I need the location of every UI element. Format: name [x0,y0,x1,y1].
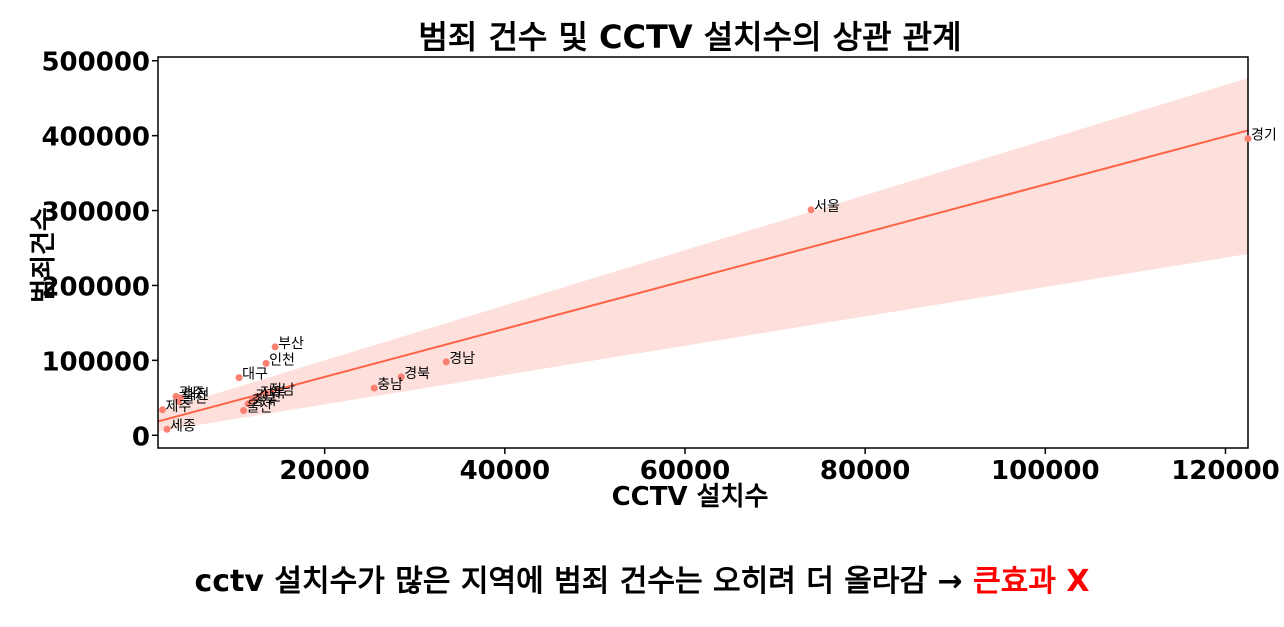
data-point [240,407,248,415]
data-point [807,206,815,214]
point-label: 강원 [256,388,282,404]
data-point [262,389,270,397]
data-point [397,373,405,381]
chart-title: 범죄 건수 및 CCTV 설치수의 상관 관계 [418,18,961,56]
x-tick-label: 60000 [640,456,730,486]
data-point [175,398,183,406]
x-tick-label: 80000 [820,456,910,486]
data-point [235,374,243,382]
point-label: 경기 [1251,128,1277,144]
data-point [249,395,257,403]
y-tick-label: 300000 [41,198,150,228]
x-tick-label: 120000 [1171,456,1280,486]
point-label: 경남 [449,351,475,367]
x-tick-label: 40000 [460,456,550,486]
plot-area: 20000 40000 60000 80000 100000 120000 0 100000 2… [41,48,1279,486]
scatter-chart: 범죄 건수 및 CCTV 설치수의 상관 관계 20000 40000 60000 8… [29,18,1280,512]
x-axis-label: CCTV 설치수 [612,482,769,512]
y-tick-label: 500000 [41,48,150,78]
point-label: 전북 [260,385,286,401]
data-point [159,406,167,414]
y-tick-label: 0 [132,422,150,452]
point-label: 울산 [247,400,273,416]
caption-highlight: 큰효과 X [973,564,1090,599]
data-point [370,384,378,392]
point-label: 대구 [242,367,268,383]
data-point [244,400,252,408]
conclusion-caption: cctv 설치수가 많은 지역에 범죄 건수는 오히려 더 올라감 → 큰효과 … [0,556,1284,600]
data-point [442,358,450,366]
point-label: 충북 [251,393,277,409]
x-tick-label: 20000 [279,456,369,486]
point-label: 서울 [814,199,840,215]
point-label: 인천 [269,352,295,368]
regression-line [157,129,1249,423]
y-tick-label: 100000 [41,347,150,377]
point-label: 부산 [278,336,304,352]
confidence-band [158,77,1248,432]
point-label: 울산 [182,391,208,407]
point-label: 광주 [179,385,205,401]
point-label: 전남 [269,382,295,398]
caption-text: cctv 설치수가 많은 지역에 범죄 건수는 오히려 더 올라감 → [194,564,974,599]
point-label: 경북 [404,366,430,382]
data-point [163,425,171,433]
x-tick-label: 100000 [991,456,1100,486]
data-point [1244,135,1252,143]
data-point [262,359,270,367]
plot-frame [157,56,1249,449]
point-label: 충남 [377,377,403,393]
point-label: 제주 [166,399,192,415]
y-axis-label: 범죄건수 [29,207,59,303]
point-label: 대전 [184,387,210,403]
point-label: 세종 [170,418,196,434]
data-point [271,343,279,351]
y-tick-label: 200000 [41,272,150,302]
y-tick-label: 400000 [41,123,150,153]
